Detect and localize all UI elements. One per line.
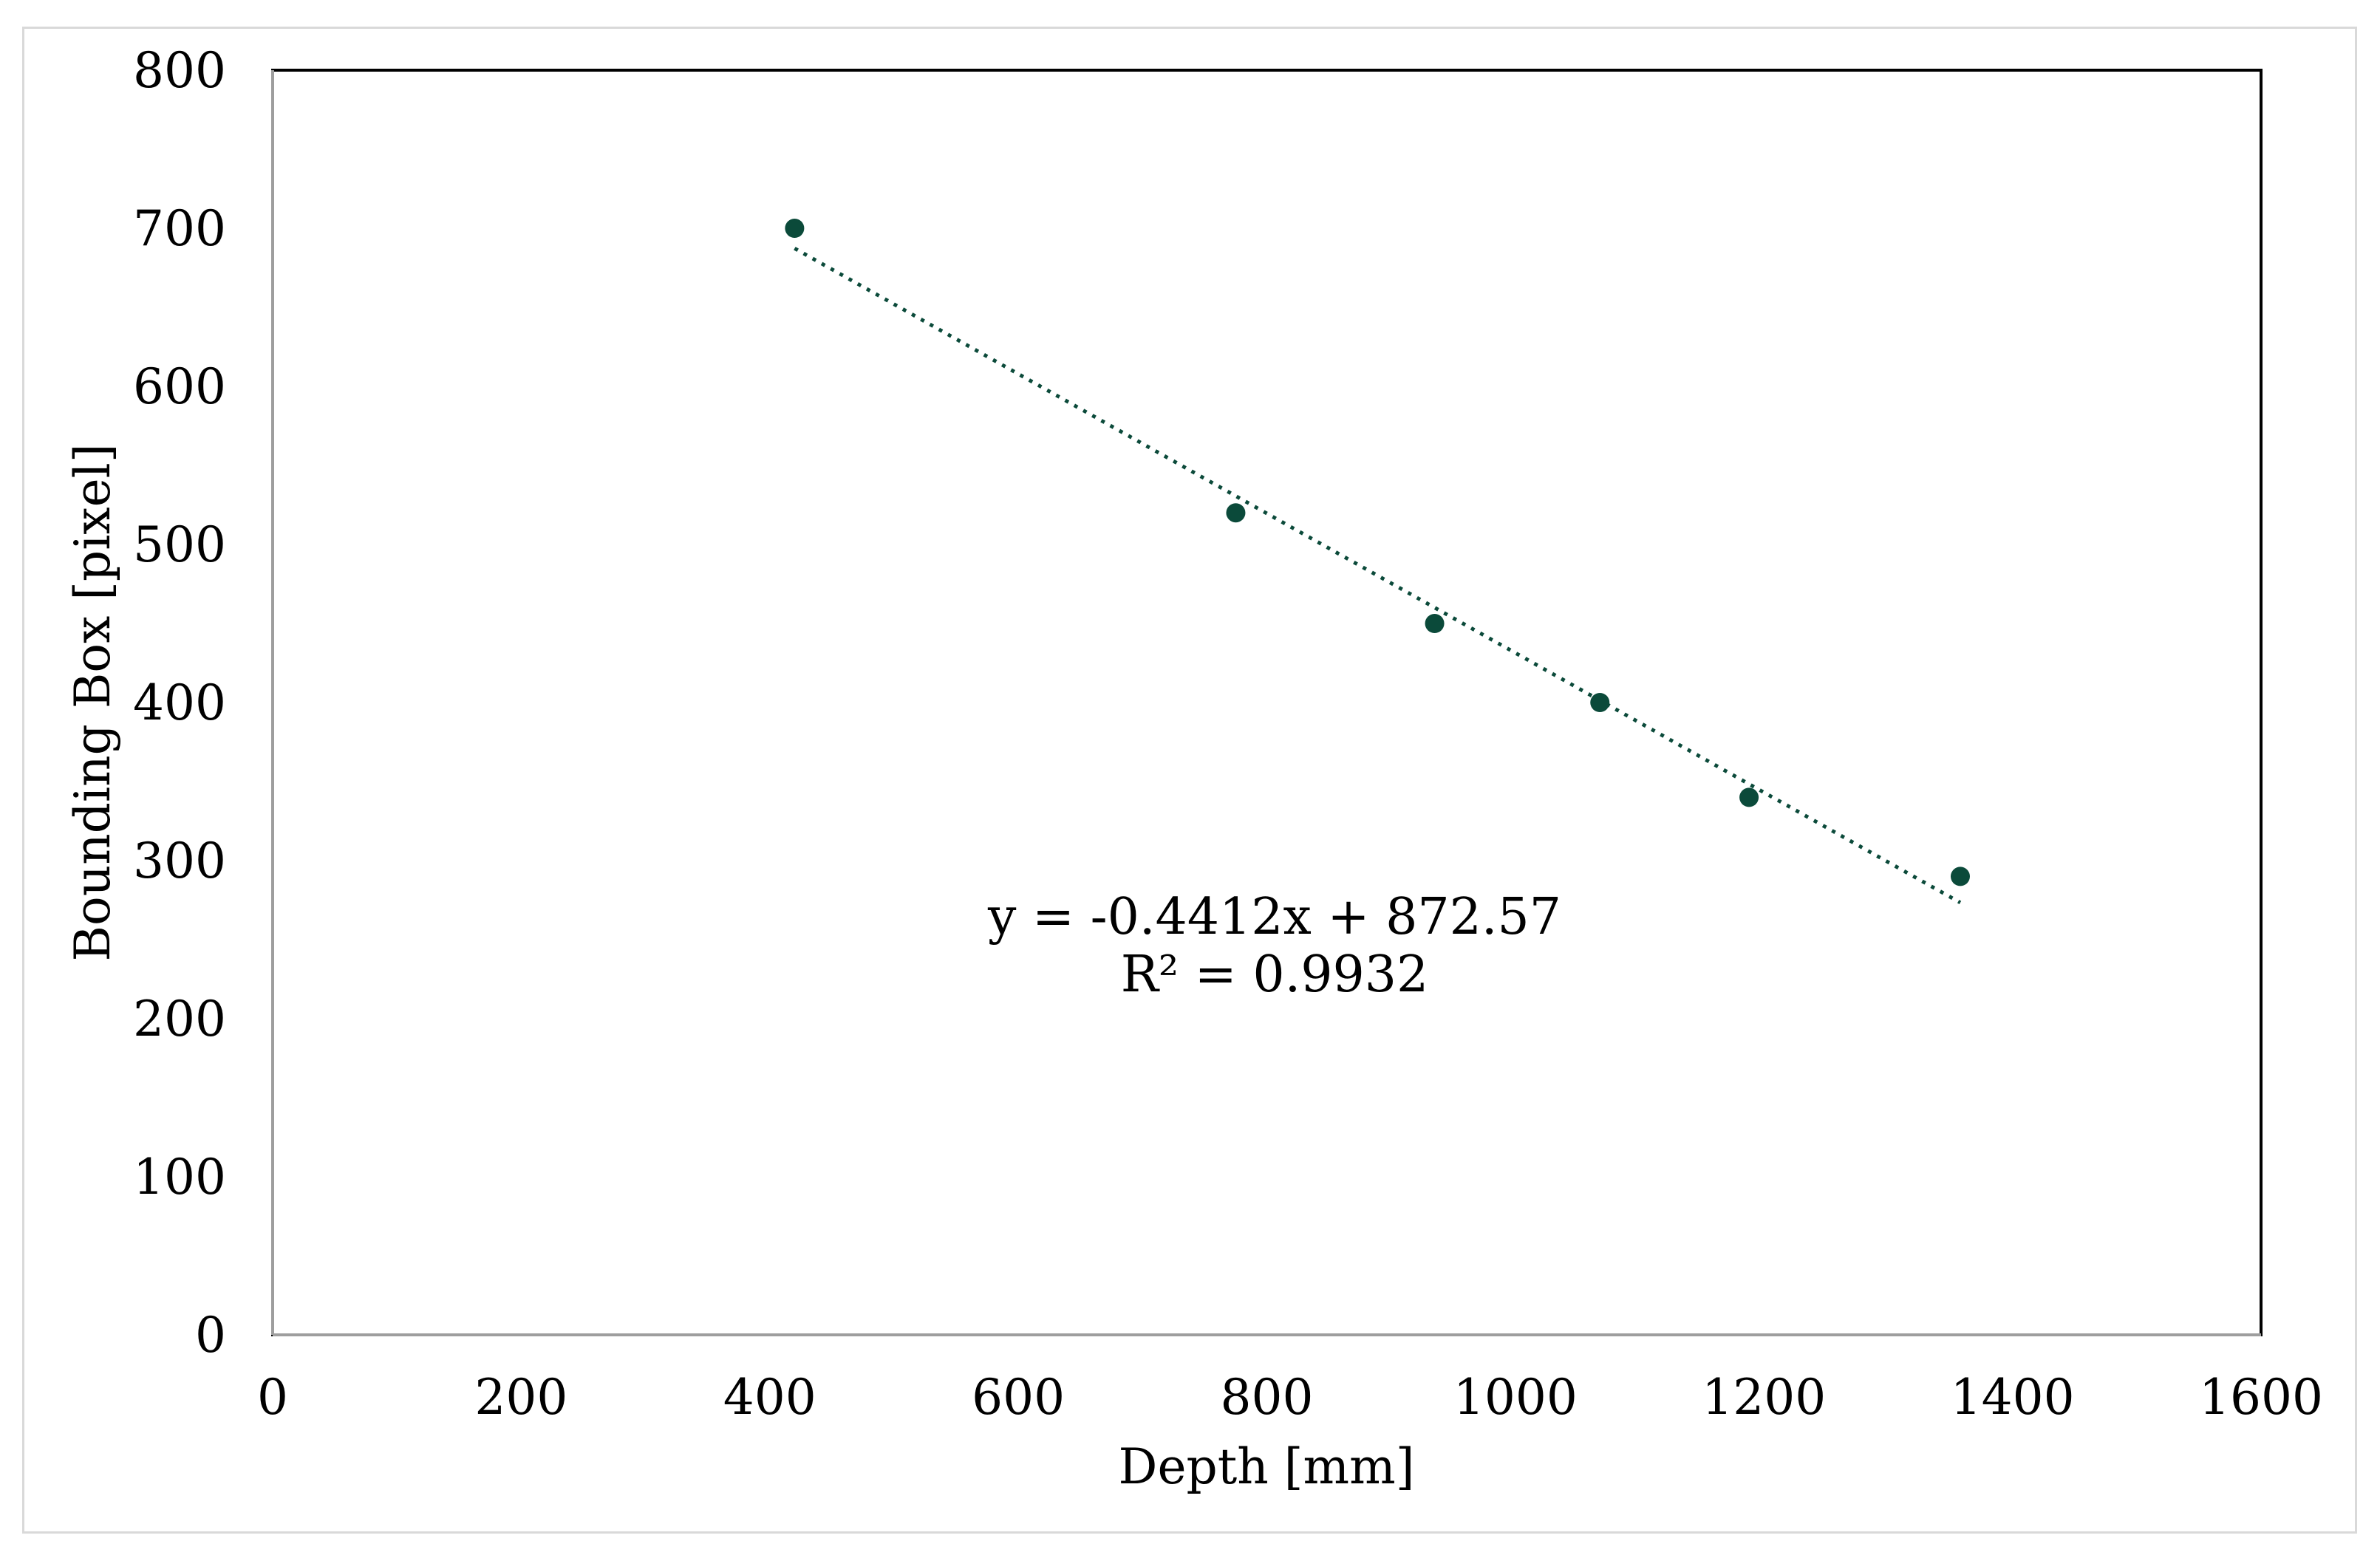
x-tick-label: 1400 xyxy=(1951,1369,2075,1426)
y-tick-labels: 0 100 200 300 400 500 600 700 800 xyxy=(133,42,226,1364)
x-tick-label: 200 xyxy=(474,1369,567,1426)
data-point xyxy=(1226,503,1246,523)
data-point xyxy=(1425,614,1445,633)
x-tick-labels: 0 200 400 600 800 1000 1200 1400 1600 xyxy=(257,1369,2323,1426)
x-tick-label: 600 xyxy=(972,1369,1065,1426)
x-tick-label: 1000 xyxy=(1453,1369,1578,1426)
y-axis-title: Bounding Box [pixel] xyxy=(64,443,121,961)
y-tick-label: 300 xyxy=(133,833,226,889)
y-tick-label: 0 xyxy=(195,1307,226,1364)
y-tick-label: 400 xyxy=(133,674,226,731)
x-tick-label: 400 xyxy=(723,1369,816,1426)
x-tick-label: 1200 xyxy=(1702,1369,1826,1426)
y-tick-label: 500 xyxy=(133,516,226,573)
chart-frame xyxy=(22,27,2357,1534)
y-tick-label: 800 xyxy=(133,42,226,99)
data-point xyxy=(785,219,805,238)
data-point xyxy=(1739,787,1759,807)
y-tick-label: 100 xyxy=(133,1149,226,1206)
y-tick-label: 200 xyxy=(133,991,226,1048)
trendline xyxy=(794,247,1962,905)
y-tick-label: 600 xyxy=(133,358,226,415)
data-points xyxy=(785,219,1970,886)
x-tick-label: 1600 xyxy=(2199,1369,2323,1426)
plot-area xyxy=(271,69,2263,1336)
r-squared-annotation: R² = 0.9932 xyxy=(1121,946,1429,1004)
x-axis-title: Depth [mm] xyxy=(1119,1438,1415,1495)
y-tick-label: 700 xyxy=(133,200,226,257)
x-tick-label: 0 xyxy=(257,1369,288,1426)
equation-annotation: y = -0.4412x + 872.57 xyxy=(987,888,1561,946)
x-tick-label: 800 xyxy=(1221,1369,1314,1426)
data-point xyxy=(1950,867,1970,886)
data-point xyxy=(1590,693,1610,712)
